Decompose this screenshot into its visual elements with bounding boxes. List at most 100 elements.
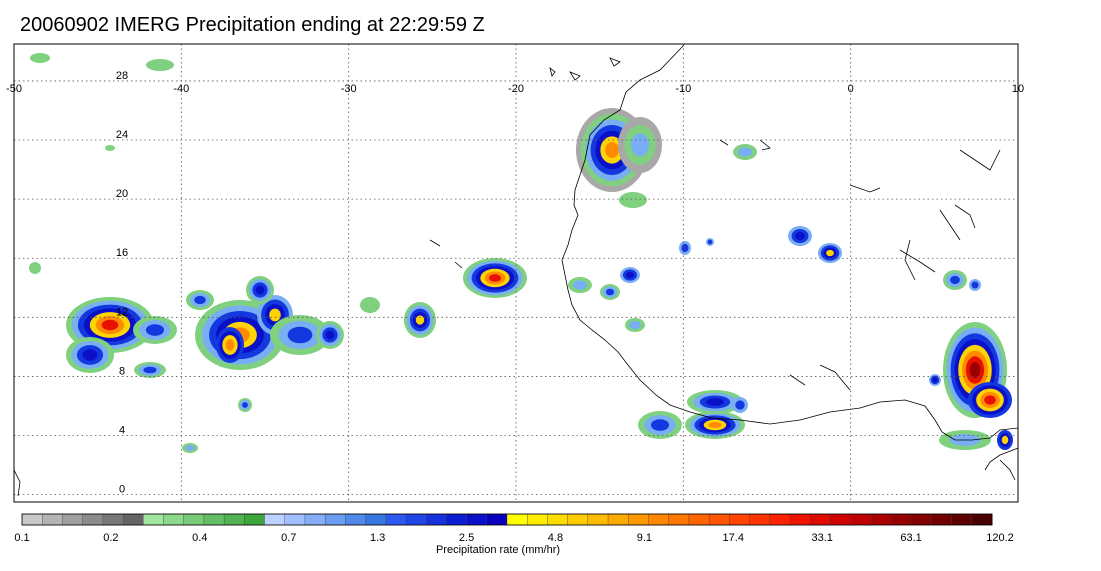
longitude-labels: -50 -40 -30 -20 -10 0 10 <box>6 83 1024 95</box>
precipitation-layer <box>29 53 1013 453</box>
colorbar-swatch <box>830 513 852 526</box>
colorbar-swatch <box>425 513 447 526</box>
colorbar-tick-label: 120.2 <box>986 532 1014 544</box>
colorbar-label: Precipitation rate (mm/hr) <box>436 544 560 556</box>
colorbar-tick-label: 0.1 <box>14 532 29 544</box>
precip-cell <box>708 421 722 429</box>
colorbar-swatch <box>850 513 872 526</box>
coastline <box>454 261 463 269</box>
coastline <box>13 469 21 497</box>
map-frame <box>13 43 1019 503</box>
latitude-tick-label: 12 <box>116 306 128 318</box>
colorbar-swatch <box>82 513 104 526</box>
longitude-tick-label: 0 <box>848 83 854 95</box>
colorbar-tick-label: 0.4 <box>192 532 207 544</box>
precip-cell <box>735 400 745 410</box>
colorbar-swatch <box>749 513 771 526</box>
colorbar-swatch <box>345 513 367 526</box>
graticule-grid <box>13 44 1019 502</box>
precip-cell <box>488 274 502 282</box>
precip-cell <box>738 147 752 157</box>
colorbar-swatch <box>809 513 831 526</box>
colorbar: 0.1 0.2 0.4 0.7 1.3 2.5 4.8 9.1 17.4 33.1 63.1 120.… <box>14 513 1014 544</box>
precip-cell <box>30 53 50 63</box>
precip-cell <box>629 320 641 330</box>
colorbar-tick-label: 17.4 <box>723 532 744 544</box>
colorbar-swatch <box>143 513 164 526</box>
precip-cell <box>932 377 938 383</box>
longitude-tick-label: -50 <box>6 83 22 95</box>
precip-cell <box>681 243 689 253</box>
colorbar-swatch <box>648 513 670 526</box>
colorbar-swatch <box>587 513 609 526</box>
precip-cell <box>619 192 647 208</box>
precip-cell <box>706 398 724 406</box>
precip-cell <box>625 271 635 279</box>
precip-cell <box>255 285 265 295</box>
colorbar-swatch <box>62 513 84 526</box>
colorbar-tick-label: 0.7 <box>281 532 296 544</box>
precip-cell <box>145 324 165 336</box>
longitude-tick-label: -40 <box>173 83 189 95</box>
longitude-tick-label: -10 <box>675 83 691 95</box>
colorbar-swatch <box>527 513 548 526</box>
colorbar-frame <box>21 513 993 526</box>
precip-cell <box>101 319 119 331</box>
coastline <box>904 239 916 281</box>
colorbar-swatch <box>668 513 690 526</box>
colorbar-swatch <box>365 513 387 526</box>
colorbar-tick-label: 4.8 <box>548 532 563 544</box>
colorbar-tick-label: 0.2 <box>103 532 118 544</box>
longitude-tick-label: 10 <box>1012 83 1024 95</box>
colorbar-tick-label: 63.1 <box>900 532 921 544</box>
colorbar-swatch <box>102 513 124 526</box>
colorbar-swatch <box>264 513 286 526</box>
colorbar-tick-label: 2.5 <box>459 532 474 544</box>
colorbar-swatch <box>789 513 811 526</box>
colorbar-swatch <box>466 513 488 526</box>
colorbar-swatch <box>385 513 407 526</box>
colorbar-swatch <box>304 513 326 526</box>
colorbar-swatch <box>42 513 63 526</box>
coastline <box>999 459 1016 481</box>
coastline <box>849 184 881 193</box>
coastline <box>561 44 1019 441</box>
precip-cell <box>185 445 195 451</box>
precip-cell <box>826 249 834 257</box>
precip-cell <box>29 262 41 274</box>
precip-cell <box>146 59 174 71</box>
colorbar-swatch <box>607 513 629 526</box>
precip-cell <box>969 362 981 378</box>
colorbar-tick-label: 1.3 <box>370 532 385 544</box>
precip-cell <box>605 142 619 158</box>
longitude-tick-label: -20 <box>508 83 524 95</box>
latitude-labels: 28 24 20 16 12 8 4 0 <box>116 70 128 496</box>
latitude-tick-label: 24 <box>116 129 128 141</box>
latitude-tick-label: 4 <box>119 425 125 437</box>
precip-cell <box>360 297 380 313</box>
coastline <box>954 204 976 229</box>
latitude-tick-label: 0 <box>119 484 125 496</box>
colorbar-swatch <box>769 513 791 526</box>
colorbar-swatch <box>324 513 346 526</box>
colorbar-swatch <box>284 513 306 526</box>
colorbar-swatch <box>708 513 730 526</box>
colorbar-swatch <box>547 513 569 526</box>
colorbar-swatch <box>446 513 468 526</box>
colorbar-swatch <box>223 513 245 526</box>
colorbar-swatch <box>486 513 508 526</box>
longitude-tick-label: -30 <box>341 83 357 95</box>
precip-cell <box>269 308 281 322</box>
precip-cell <box>105 145 115 151</box>
colorbar-swatch <box>567 513 589 526</box>
precip-cell <box>605 288 615 296</box>
colorbar-swatch <box>971 513 993 526</box>
coastline <box>959 149 1001 171</box>
latitude-tick-label: 28 <box>116 70 128 82</box>
coastline <box>939 209 961 241</box>
colorbar-swatch <box>21 513 43 526</box>
colorbar-swatch <box>628 513 649 526</box>
precip-cell <box>950 275 960 285</box>
colorbar-tick-label: 9.1 <box>637 532 652 544</box>
colorbar-swatch <box>203 513 225 526</box>
